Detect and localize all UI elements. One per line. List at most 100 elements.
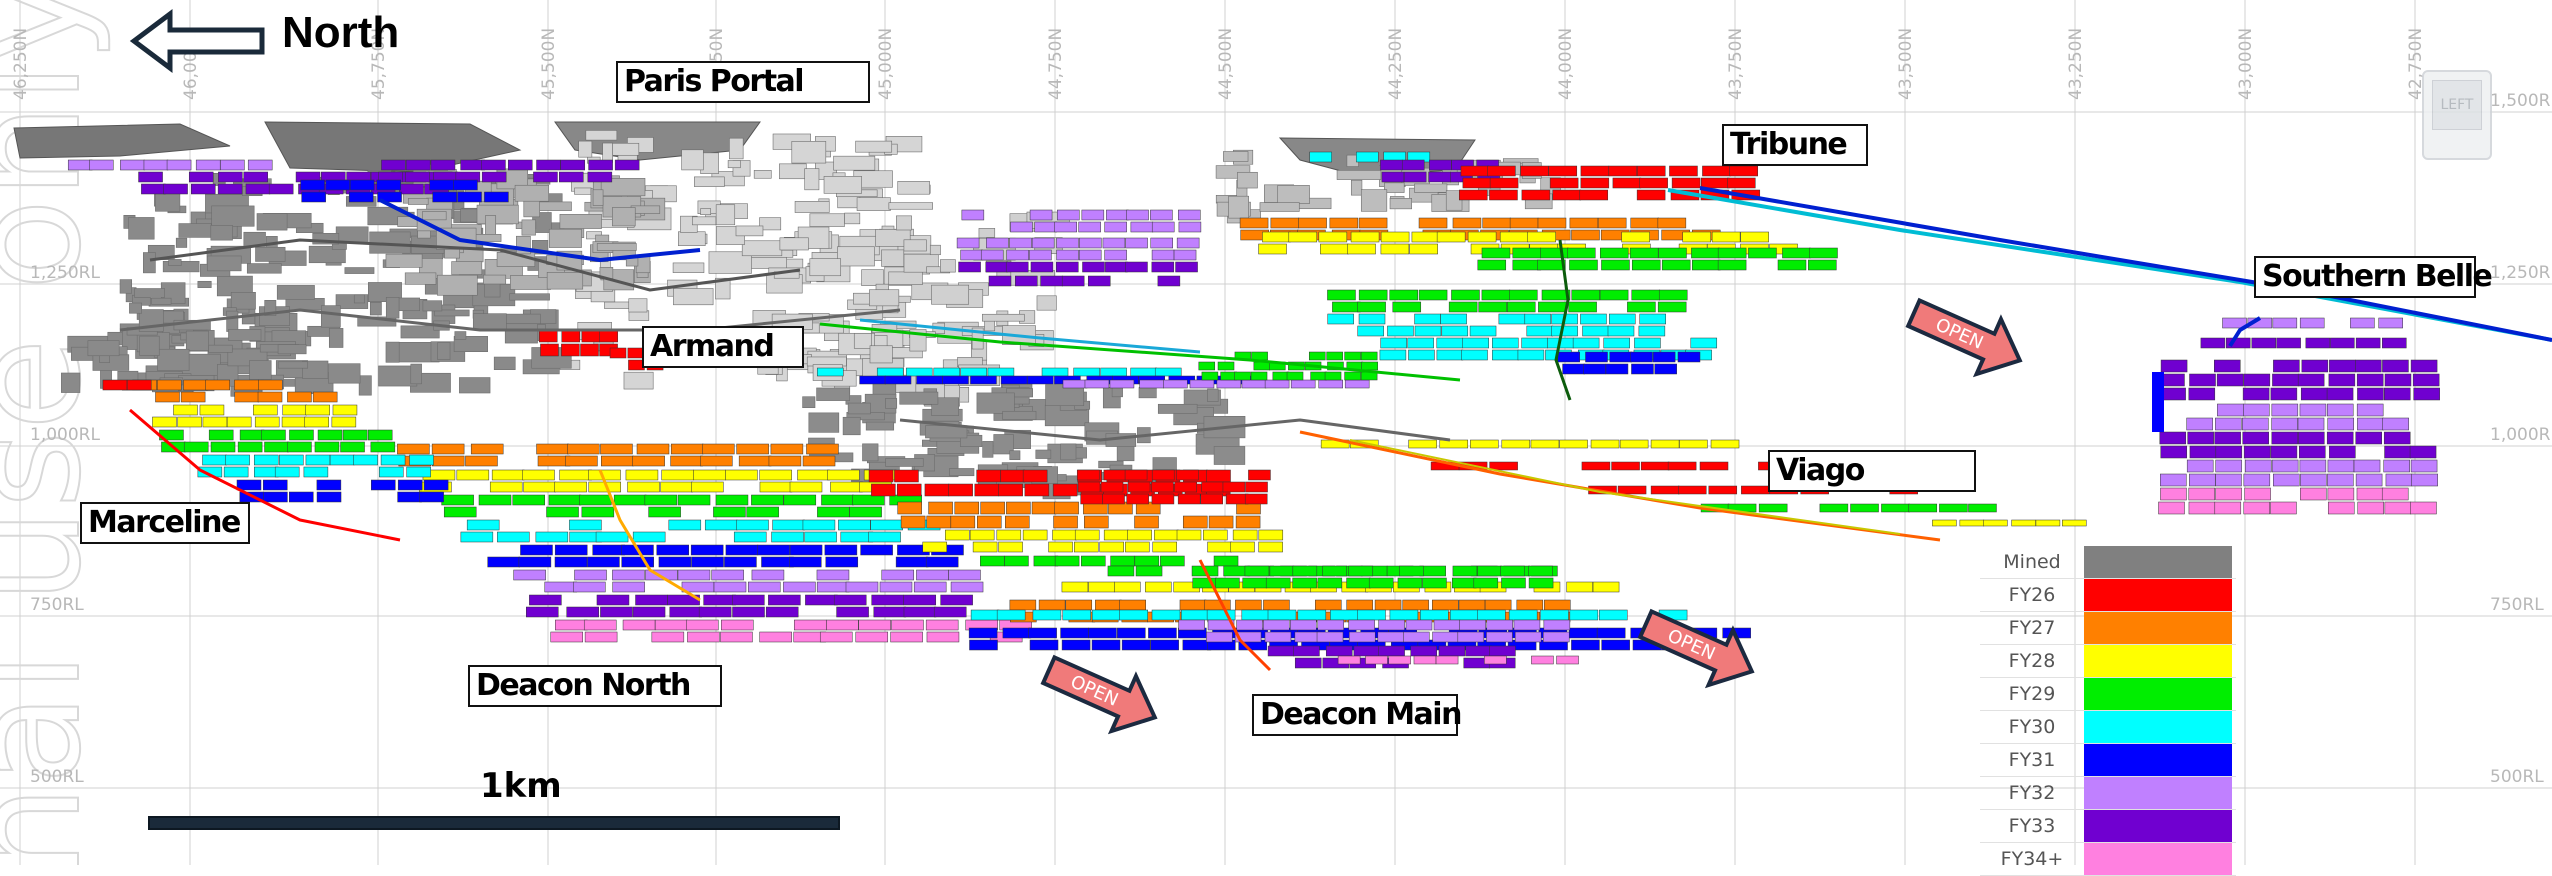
stope-block bbox=[102, 379, 128, 391]
stope-block bbox=[1079, 237, 1102, 249]
stope-block bbox=[141, 183, 166, 195]
stope-block bbox=[1541, 289, 1571, 301]
mined-excavation bbox=[794, 201, 830, 213]
stope-block bbox=[1513, 619, 1541, 631]
stope-block bbox=[349, 179, 375, 191]
stope-block bbox=[1174, 481, 1198, 493]
stope-block bbox=[1151, 249, 1175, 261]
stope-block bbox=[644, 494, 678, 506]
stope-block bbox=[645, 569, 678, 581]
stope-block bbox=[587, 556, 620, 568]
stope-block bbox=[2411, 473, 2438, 487]
stope-block bbox=[1099, 541, 1124, 553]
stope-block bbox=[2329, 445, 2356, 459]
stope-block bbox=[1638, 325, 1666, 337]
stope-block bbox=[1667, 461, 1697, 471]
mined-excavation bbox=[408, 198, 429, 205]
stope-block bbox=[264, 441, 289, 453]
mined-excavation bbox=[208, 344, 233, 353]
stope-block bbox=[1777, 259, 1807, 271]
stope-block bbox=[2222, 317, 2247, 329]
stope-block bbox=[1222, 481, 1246, 493]
stope-block bbox=[431, 455, 465, 467]
stope-block bbox=[2305, 337, 2331, 349]
stope-block bbox=[1134, 515, 1159, 529]
stope-block bbox=[2297, 373, 2325, 387]
mined-excavation bbox=[92, 354, 130, 371]
legend-label: FY32 bbox=[2008, 782, 2056, 804]
stope-block bbox=[1182, 515, 1208, 529]
stope-block bbox=[1399, 565, 1424, 577]
stope-block bbox=[1179, 599, 1207, 611]
mined-excavation bbox=[808, 412, 840, 433]
stope-block bbox=[632, 455, 665, 467]
mined-excavation bbox=[437, 274, 478, 296]
stope-block bbox=[234, 391, 259, 403]
stope-block bbox=[1030, 261, 1054, 273]
mined-excavation bbox=[931, 397, 959, 416]
stope-block bbox=[1293, 645, 1320, 657]
stope-block bbox=[2242, 417, 2269, 431]
stope-block bbox=[1236, 619, 1263, 631]
stope-block bbox=[968, 627, 998, 639]
mined-excavation bbox=[437, 342, 451, 360]
mined-excavation bbox=[779, 237, 809, 251]
stope-block bbox=[1245, 481, 1268, 493]
stope-block bbox=[1571, 289, 1600, 301]
stope-block bbox=[1357, 301, 1386, 313]
stope-block bbox=[1540, 609, 1569, 621]
legend-row: FY26 bbox=[1980, 579, 2236, 612]
stope-block bbox=[996, 529, 1022, 541]
stope-block bbox=[980, 501, 1005, 515]
stope-block bbox=[1959, 519, 1985, 527]
area-label-deacon-main: Deacon Main bbox=[1252, 694, 1462, 736]
stope-block bbox=[1439, 439, 1469, 449]
stope-block bbox=[1235, 515, 1261, 529]
stope-block bbox=[1377, 631, 1405, 643]
stope-block bbox=[1581, 461, 1611, 471]
stope-block bbox=[1603, 337, 1630, 349]
stope-block bbox=[1562, 363, 1585, 375]
stope-block bbox=[1432, 631, 1459, 643]
stope-block bbox=[1639, 177, 1668, 189]
open-arrow-icon: OPEN bbox=[1905, 297, 2023, 378]
mined-excavation bbox=[312, 233, 340, 245]
mined-excavation bbox=[1360, 189, 1388, 212]
mined-excavation bbox=[1152, 457, 1177, 471]
stope-block bbox=[600, 443, 633, 455]
stope-block bbox=[305, 454, 331, 466]
mined-excavation bbox=[385, 297, 400, 319]
stope-block bbox=[1650, 485, 1680, 495]
stope-block bbox=[759, 631, 792, 643]
stope-block bbox=[1378, 645, 1405, 657]
stope-block bbox=[1029, 639, 1059, 651]
stope-block bbox=[926, 515, 951, 529]
stope-block bbox=[478, 494, 512, 506]
stope-block bbox=[2273, 473, 2300, 487]
stope-block bbox=[1436, 349, 1464, 361]
legend-label: FY26 bbox=[2008, 584, 2056, 606]
mined-excavation bbox=[931, 284, 970, 305]
view-cube[interactable]: LEFT bbox=[2422, 70, 2492, 160]
mined-excavation bbox=[888, 271, 923, 285]
stope-block bbox=[1361, 361, 1378, 371]
stope-block bbox=[1609, 351, 1633, 363]
stope-block bbox=[1508, 609, 1538, 621]
stope-block bbox=[1599, 609, 1628, 621]
stope-block bbox=[1748, 247, 1777, 259]
stope-block bbox=[2242, 387, 2270, 401]
mined-excavation bbox=[809, 258, 842, 277]
stope-block bbox=[1062, 609, 1091, 621]
stope-block bbox=[329, 454, 355, 466]
stope-block bbox=[2384, 387, 2411, 401]
stope-block bbox=[1631, 259, 1661, 271]
stope-block bbox=[2243, 473, 2271, 487]
stope-block bbox=[1353, 645, 1381, 657]
stope-block bbox=[1262, 231, 1291, 243]
view-cube-face[interactable]: LEFT bbox=[2432, 80, 2482, 130]
mined-excavation bbox=[993, 434, 1014, 455]
stope-block bbox=[1983, 519, 2008, 527]
stope-block bbox=[1481, 247, 1511, 259]
rl-label-right: 500RL bbox=[2490, 767, 2544, 787]
stope-block bbox=[325, 179, 351, 191]
